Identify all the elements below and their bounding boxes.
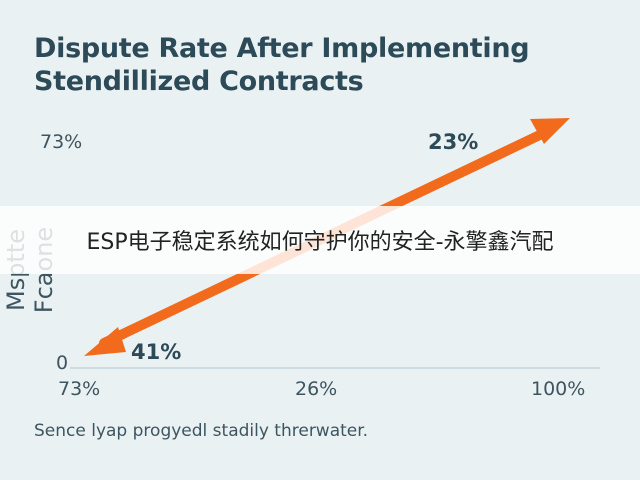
- data-label-end: 23%: [428, 130, 479, 154]
- x-tick-3: 100%: [531, 378, 586, 400]
- chart-title: Dispute Rate After Implementing Stendill…: [34, 32, 634, 98]
- y-tick-top: 73%: [40, 131, 83, 153]
- chart-title-line-1: Dispute Rate After Implementing: [34, 33, 530, 64]
- arrow-head-start: [84, 327, 126, 356]
- data-label-start: 41%: [131, 340, 182, 364]
- watermark-text: ESP电子稳定系统如何守护你的安全-永擎鑫汽配: [86, 230, 554, 255]
- arrow-head-end: [530, 118, 570, 144]
- watermark-banner: [0, 206, 640, 274]
- y-tick-bottom: 0: [56, 352, 69, 374]
- chart-title-line-2: Stendillized Contracts: [34, 66, 364, 97]
- x-tick-1: 73%: [58, 378, 101, 400]
- x-tick-2: 26%: [295, 378, 338, 400]
- chart-caption: Sence lyap progyedl stadily threrwater.: [34, 421, 369, 441]
